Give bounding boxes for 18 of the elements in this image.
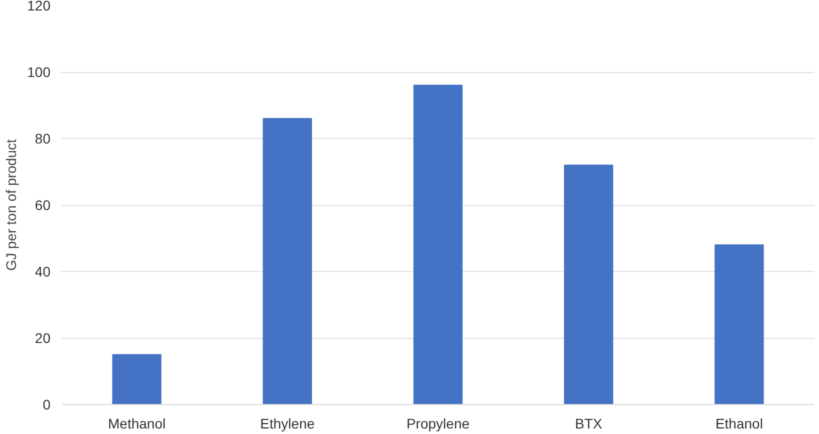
y-tick-label: 20 [34, 330, 51, 346]
x-tick-label: Propylene [406, 416, 470, 432]
x-tick-label: Methanol [108, 416, 166, 432]
y-tick-label: 120 [27, 0, 51, 14]
bar [564, 164, 614, 404]
bar [112, 354, 162, 404]
x-tick-label: Ethylene [260, 416, 315, 432]
bar [262, 118, 312, 404]
y-tick-label: 100 [27, 64, 51, 80]
y-tick-label: 60 [34, 197, 51, 213]
bar [413, 84, 463, 404]
y-tick-label: 80 [34, 130, 51, 146]
x-tick-label: BTX [574, 416, 603, 432]
bar [714, 244, 764, 404]
y-tick-label: 0 [42, 396, 51, 412]
y-axis-title: GJ per ton of product [3, 139, 20, 271]
x-tick-label: Ethanol [715, 416, 763, 432]
y-tick-label: 40 [34, 264, 51, 280]
